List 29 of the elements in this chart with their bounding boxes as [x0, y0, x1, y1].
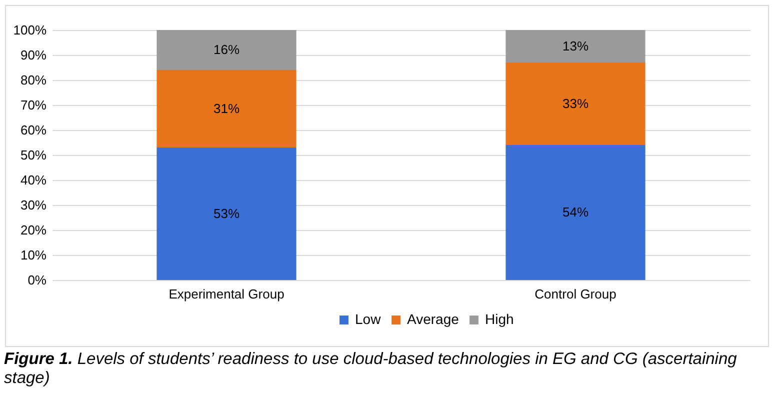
bar — [506, 30, 646, 62]
y-tick-label: 60% — [20, 122, 47, 138]
bar — [156, 148, 296, 280]
x-tick-label: Experimental Group — [168, 286, 284, 302]
legend-label: High — [485, 311, 514, 327]
data-label: 13% — [562, 38, 589, 54]
y-tick-label: 90% — [20, 48, 47, 62]
y-tick-label: 80% — [20, 72, 47, 88]
y-tick-label: 40% — [20, 172, 47, 188]
bar — [506, 145, 646, 280]
data-label: 33% — [562, 96, 589, 111]
data-label: 16% — [213, 42, 240, 57]
y-tick-label: 0% — [28, 272, 47, 288]
data-label: 53% — [213, 206, 240, 221]
text: Figure 1. Levels of students’ readiness to use cloud-based technologies in EG and CG (ascertaining stage) — [4, 350, 737, 387]
y-tick-label: 50% — [20, 148, 47, 162]
y-tick-label: 20% — [20, 222, 47, 238]
x-tick-label: Control Group — [534, 286, 616, 302]
data-label: 54% — [562, 204, 589, 220]
y-tick-label: 100% — [13, 22, 47, 38]
y-tick-label: 10% — [20, 248, 47, 262]
bar — [506, 62, 646, 145]
bar — [156, 70, 296, 148]
legend-label: Average — [407, 311, 460, 327]
data-label: 31% — [213, 100, 240, 116]
y-tick-label: 30% — [20, 198, 47, 212]
bar — [156, 30, 296, 70]
y-tick-label: 70% — [20, 98, 47, 112]
legend-label: Low — [355, 311, 382, 327]
